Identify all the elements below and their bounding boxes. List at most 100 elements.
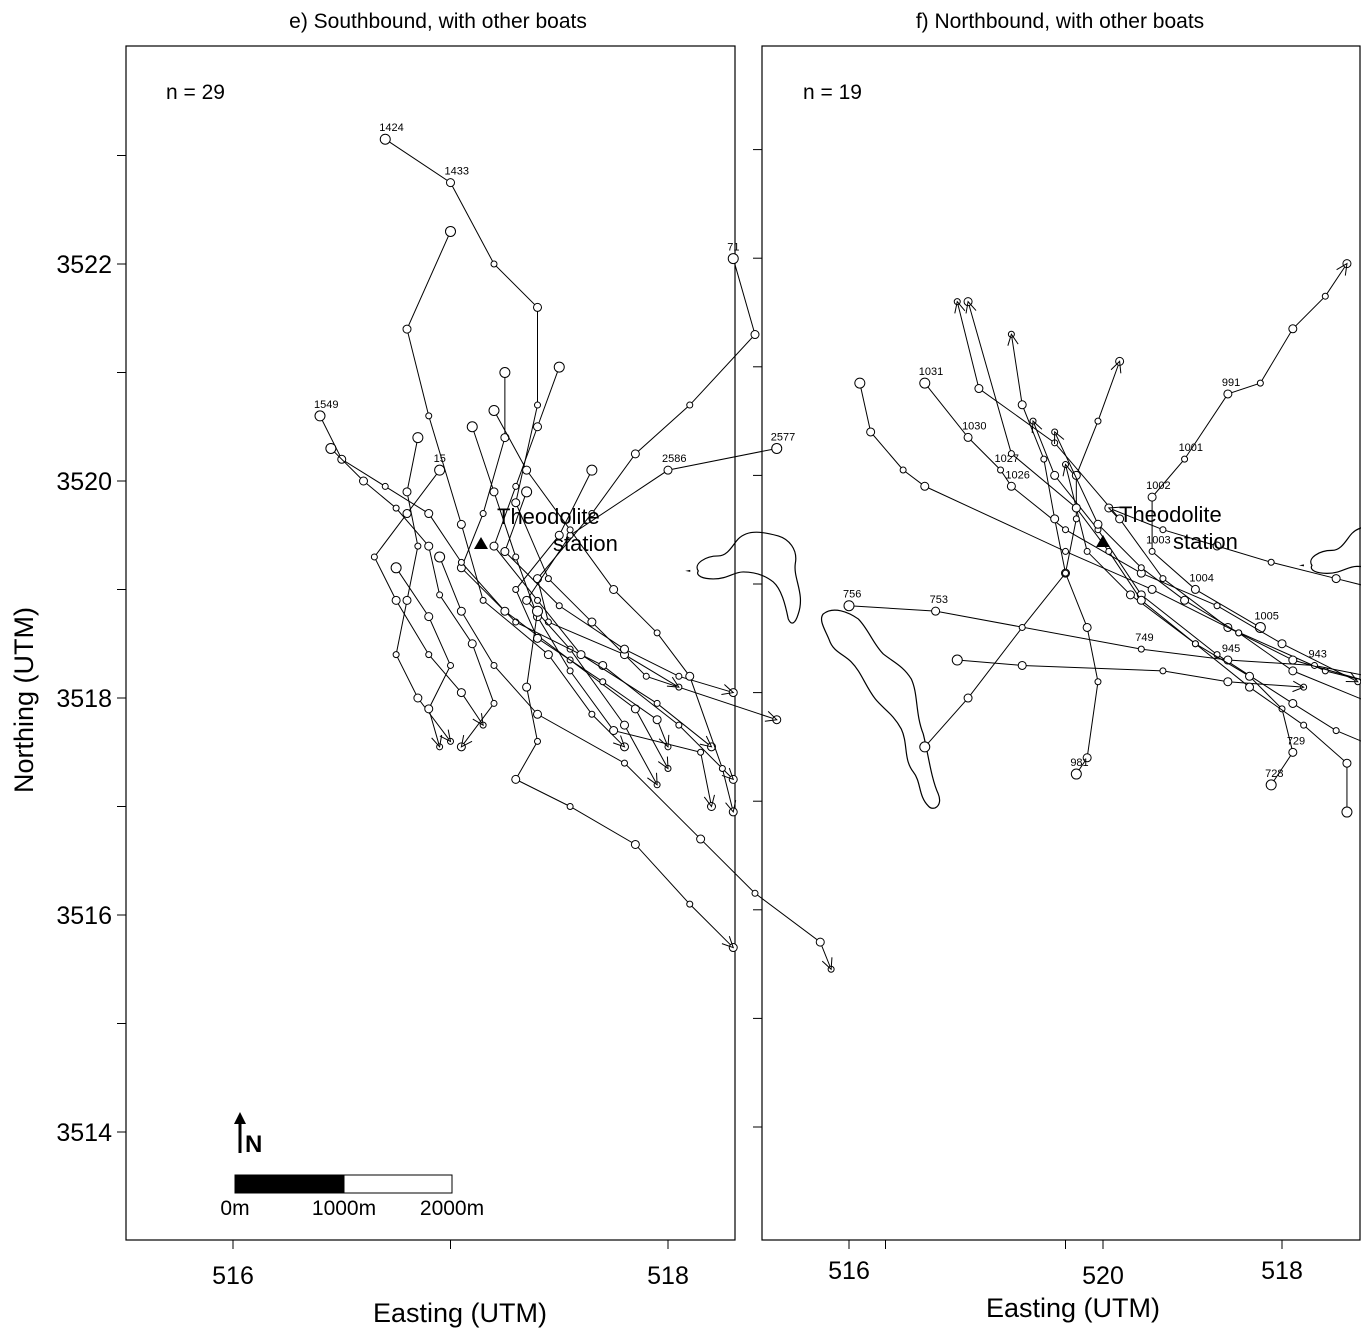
station-label-line1: Theodolite [497,504,600,529]
track-fix [446,178,455,188]
track-fix [1115,514,1125,524]
track-fix [1070,768,1082,780]
track-fix [402,487,412,497]
boat-track [919,356,1125,753]
track-fix [1190,584,1200,594]
track-fix [566,526,574,534]
track-fix [1265,779,1277,791]
track-fix [456,519,466,529]
track-fix [899,466,907,474]
track-fix [685,671,695,681]
track-fix [652,715,662,725]
fix-label: 1433 [445,166,469,178]
track-fix [434,464,446,476]
track-fix [1082,753,1092,763]
coastline-headland [1310,527,1361,574]
boat-track [488,404,738,817]
track-fix [490,661,498,669]
fix-label: 2586 [662,453,686,465]
track-fix [630,839,640,849]
boat-track [512,464,672,751]
boat-track [854,377,1361,700]
track-fix [920,481,930,491]
track-fix [974,384,984,394]
track-fix [675,721,683,729]
fix-label: 753 [930,594,948,606]
chart-title: f) Northbound, with other boats [916,10,1204,33]
track-fix [325,442,337,454]
track-fix [500,547,510,557]
track-fix [1331,574,1341,584]
fix-label: 1003 [1146,534,1170,546]
direction-arrow [764,710,778,722]
station-label: Theodolite station [497,504,618,556]
track-fix [534,401,541,409]
track-fix [1007,450,1015,458]
track-fix [919,741,931,753]
boat-track [511,605,738,953]
track-fix [771,442,783,454]
x-tick-label: 516 [212,1262,254,1290]
track-fix [1180,595,1190,605]
track-line [525,447,777,786]
track-fix [436,591,444,599]
direction-arrow [954,300,966,314]
y-tick-label: 3514 [56,1119,112,1147]
track-fix [653,699,661,707]
track-fix [555,602,563,610]
track-fix [1094,417,1102,425]
axis-ticks: 516 518 520 3514 3516 3518 3520 3522 [56,155,1124,1290]
boat-track: 15 [370,453,487,729]
track-line [330,448,495,748]
track-fix [534,596,541,604]
track-fix [522,465,532,475]
track-fix [1147,584,1157,594]
coastline [685,531,941,809]
station-label: Theodolite station [1119,502,1238,554]
track-fix [445,225,456,237]
track-fix [1017,660,1027,670]
track-fix [488,404,500,416]
track-fix [370,553,378,561]
track-fix [490,260,498,268]
direction-arrow [721,767,735,781]
track-fix [479,510,487,518]
track-fix [718,765,726,773]
north-arrow-label: N [245,1131,262,1158]
fix-label: 1005 [1254,610,1278,622]
fix-label: 1030 [962,420,986,432]
fix-label: 749 [1135,632,1153,644]
track-line [493,366,712,748]
track-fix [1235,629,1243,637]
track-fix [621,759,628,767]
boat-track [434,551,835,973]
track-line [967,301,1348,813]
direction-arrow [431,734,443,748]
direction-arrow [1054,430,1065,444]
track-fix [609,585,619,594]
y-tick-label: 3516 [56,902,112,930]
track-fix [1332,727,1340,735]
track-fix [1288,698,1298,708]
boat-track: 1424 1433 [379,122,782,725]
track-fix [392,504,400,512]
boat-track [489,361,716,752]
track-fix [359,476,368,486]
boat-track [963,297,1353,818]
track-fix [544,575,552,583]
track-fix [686,900,694,908]
track-fix [1082,622,1092,632]
boat-track: 71 [533,242,760,691]
track-fix [599,678,607,686]
track-fix [1245,682,1255,692]
boat-track [1104,503,1361,586]
fix-label: 991 [1222,377,1240,389]
direction-arrow [703,794,715,808]
track-line [471,426,712,807]
x-tick-label: 518 [647,1262,689,1290]
track-fix [414,542,422,550]
boat-track [392,432,454,745]
track-fix [424,704,434,714]
